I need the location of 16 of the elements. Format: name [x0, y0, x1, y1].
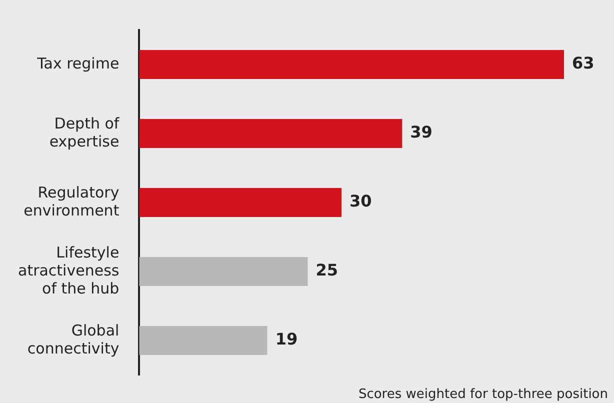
- bar: [139, 326, 268, 355]
- y-tick-label: Tax regime: [36, 54, 120, 72]
- bar: [139, 257, 308, 286]
- bar: [139, 188, 342, 217]
- bar: [139, 50, 564, 79]
- data-label: 19: [275, 330, 298, 349]
- data-label: 30: [349, 192, 372, 211]
- text: Scores weighted for top-three position: [358, 386, 608, 402]
- data-label: 39: [410, 122, 432, 142]
- y-tick-label: Lifestyle atractiveness of the hub: [18, 243, 120, 298]
- y-tick-label: Global connectivity: [27, 321, 120, 358]
- bar: [139, 119, 402, 148]
- y-tick-label: Regulatory environment: [24, 183, 120, 220]
- data-label: 25: [316, 260, 338, 280]
- y-tick-label: Depth of expertise: [49, 114, 120, 150]
- data-label: 63: [572, 54, 594, 73]
